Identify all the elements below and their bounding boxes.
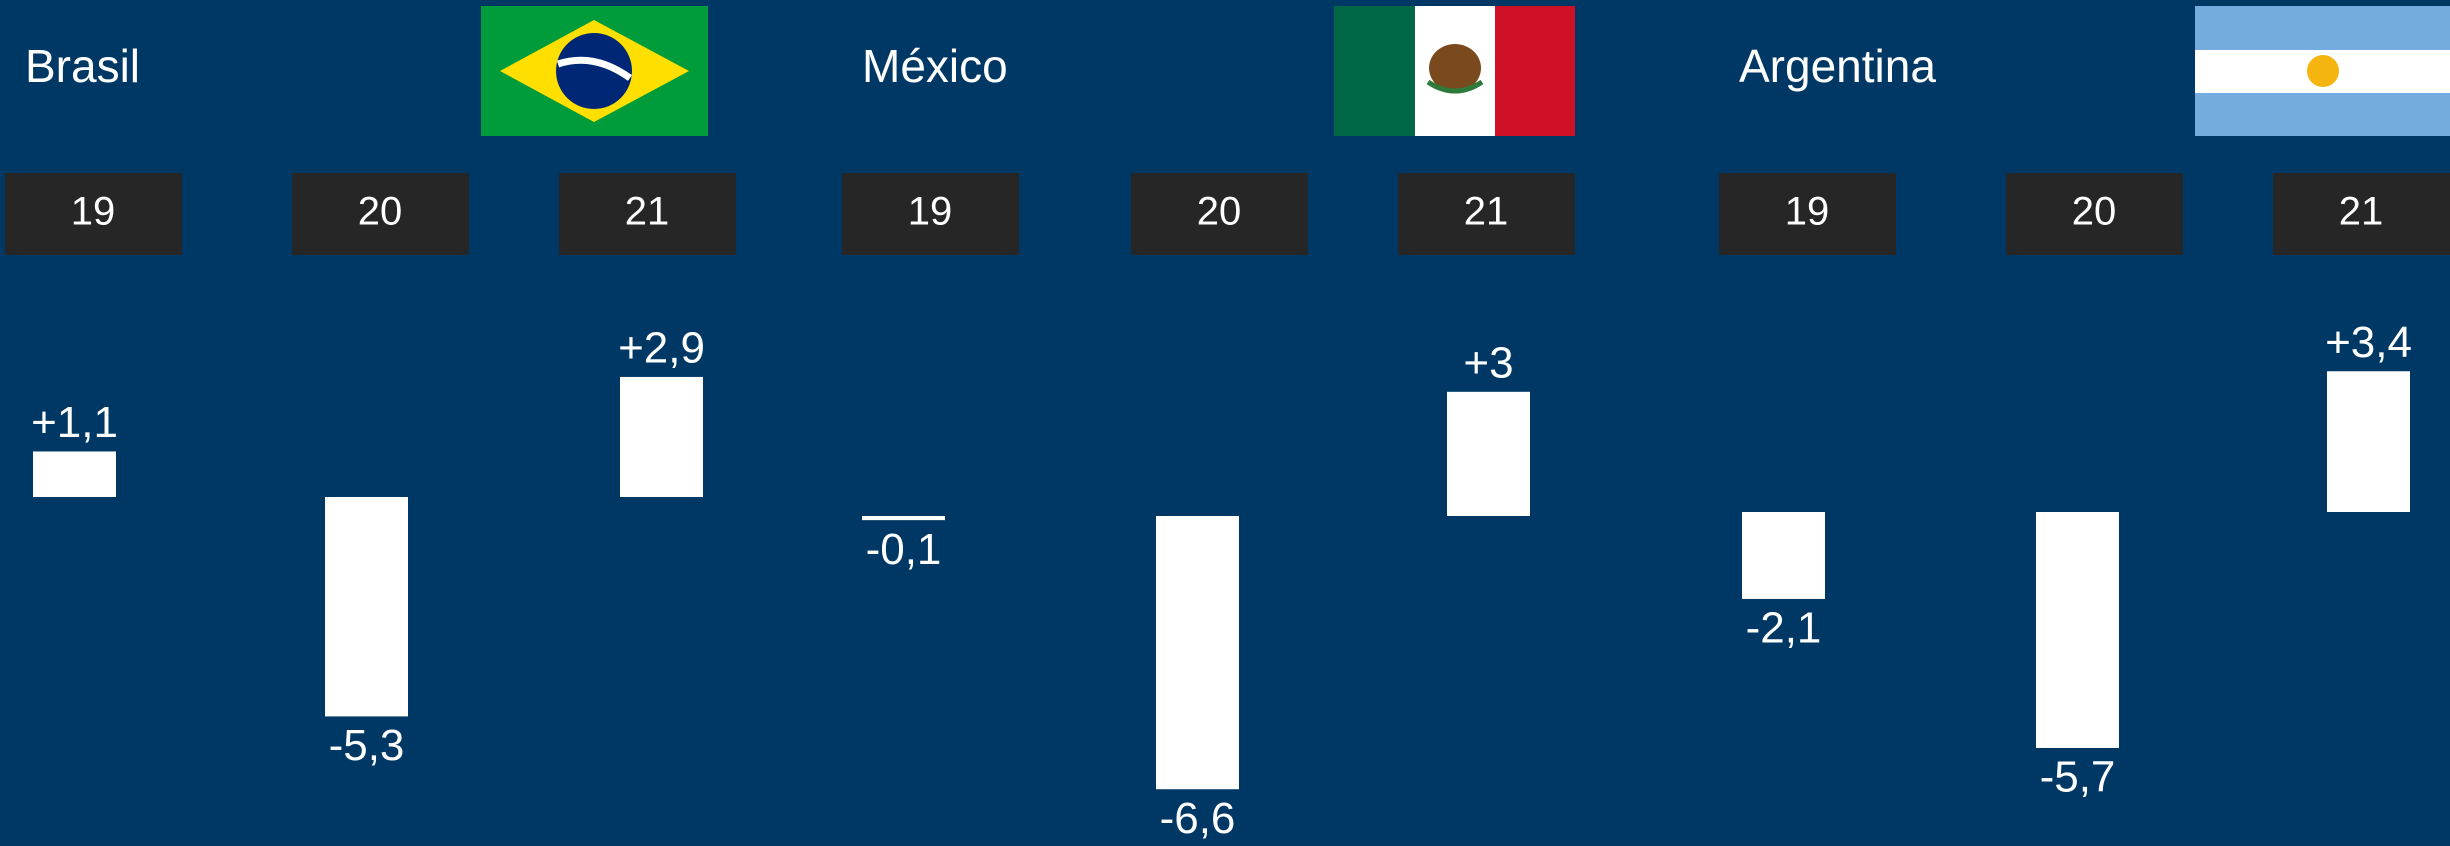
year-label: 21: [1464, 190, 1509, 234]
year-box: [2273, 173, 2450, 255]
value-label: +3: [1463, 338, 1513, 387]
bar: [1742, 512, 1825, 599]
bar: [2036, 512, 2119, 748]
year-box: [292, 173, 469, 255]
year-label: 21: [625, 190, 670, 234]
year-label: 20: [1197, 190, 1242, 234]
value-label: -2,1: [1746, 604, 1822, 653]
bar: [862, 516, 945, 521]
country-title: Brasil: [25, 40, 140, 92]
year-box: [1719, 173, 1896, 255]
year-box: [559, 173, 736, 255]
value-label: +1,1: [31, 398, 118, 447]
country-title: México: [862, 40, 1008, 92]
flag-mexico: [1334, 6, 1575, 136]
year-box: [2006, 173, 2183, 255]
year-label: 19: [908, 190, 953, 234]
year-box: [5, 173, 182, 255]
value-label: +3,4: [2325, 318, 2412, 367]
value-label: -5,7: [2040, 753, 2116, 802]
year-box: [1398, 173, 1575, 255]
country-title: Argentina: [1739, 40, 1936, 92]
bar: [2327, 371, 2410, 512]
year-label: 20: [358, 190, 403, 234]
bar: [1156, 516, 1239, 790]
value-label: -5,3: [329, 721, 405, 770]
bar: [620, 376, 703, 497]
value-label: -6,6: [1160, 794, 1236, 843]
year-label: 19: [1785, 190, 1830, 234]
year-label: 19: [71, 190, 116, 234]
bar: [33, 451, 116, 497]
year-box: [842, 173, 1019, 255]
value-label: +2,9: [618, 324, 705, 373]
flag-brazil: [481, 6, 708, 136]
bar: [325, 497, 408, 717]
bar: [1447, 391, 1530, 516]
value-label: -0,1: [866, 525, 942, 574]
year-box: [1131, 173, 1308, 255]
year-label: 21: [2339, 190, 2384, 234]
year-label: 20: [2072, 190, 2117, 234]
flag-argentina: [2195, 6, 2450, 136]
